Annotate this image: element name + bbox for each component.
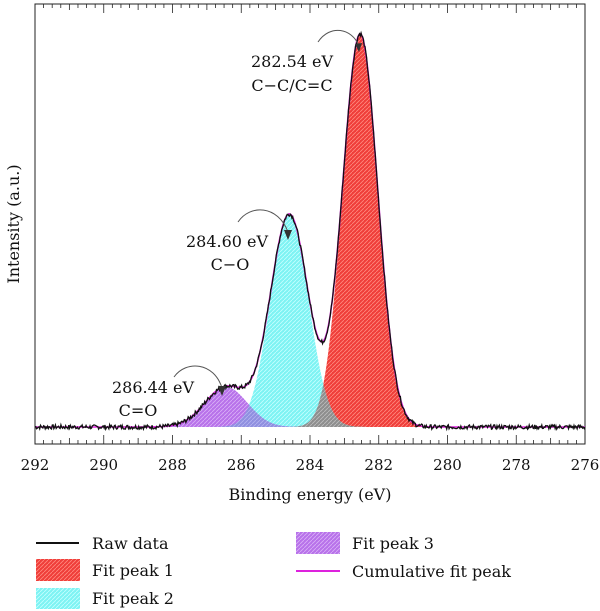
legend-item-fit-peak-3: Fit peak 3 [296, 532, 434, 554]
x-axis-tick-labels: 292 290 288 286 284 282 280 278 276 [21, 456, 600, 474]
x-tick-label: 290 [89, 456, 118, 474]
x-tick-label: 278 [502, 456, 531, 474]
annotation-peak-2-bond: C−O [211, 255, 250, 274]
fit-peak-2-area [35, 214, 585, 427]
legend-label-raw-data: Raw data [92, 534, 169, 553]
fit-areas [35, 33, 585, 428]
legend-swatch-fit-peak-2 [36, 588, 80, 609]
y-axis-title: Intensity (a.u.) [4, 164, 23, 283]
raw-data-line [34, 30, 586, 432]
annotation-peak-2-energy: 284.60 eV [186, 232, 269, 251]
legend: Raw data Fit peak 1 Fit peak 2 Fit peak … [36, 532, 511, 609]
annotation-peak-2-arrowhead [284, 230, 292, 240]
annotation-peak-3: 286.44 eV C=O [112, 365, 226, 420]
x-tick-label: 284 [296, 456, 325, 474]
legend-item-raw-data: Raw data [36, 534, 169, 553]
legend-swatch-fit-peak-3 [296, 532, 340, 554]
x-tick-label: 276 [571, 456, 600, 474]
legend-label-fit-peak-2: Fit peak 2 [92, 589, 174, 608]
legend-label-cumulative-fit-peak: Cumulative fit peak [352, 562, 511, 581]
annotation-peak-2-arrow [237, 209, 289, 233]
annotation-peak-1-energy: 282.54 eV [251, 52, 334, 71]
legend-item-cumulative-fit-peak: Cumulative fit peak [296, 562, 511, 581]
annotation-peak-1-arrow [317, 30, 360, 47]
legend-label-fit-peak-3: Fit peak 3 [352, 534, 434, 553]
annotation-peak-2: 284.60 eV C−O [186, 209, 292, 274]
annotation-peak-1-arrowhead [355, 43, 362, 52]
annotation-peak-1: 282.54 eV C−C/C=C [251, 30, 362, 95]
annotation-peak-1-bond: C−C/C=C [251, 76, 332, 95]
annotation-peak-3-arrow [173, 365, 223, 389]
legend-label-fit-peak-1: Fit peak 1 [92, 561, 174, 580]
x-tick-label: 280 [433, 456, 462, 474]
x-tick-label: 288 [158, 456, 187, 474]
legend-item-fit-peak-1: Fit peak 1 [36, 559, 174, 581]
x-tick-label: 292 [21, 456, 50, 474]
x-axis-ticks [34, 4, 586, 444]
x-tick-label: 282 [364, 456, 393, 474]
x-tick-label: 286 [227, 456, 256, 474]
legend-item-fit-peak-2: Fit peak 2 [36, 588, 174, 609]
annotation-peak-3-arrowhead [218, 386, 226, 396]
legend-swatch-fit-peak-1 [36, 559, 80, 581]
annotation-peak-3-bond: C=O [119, 401, 158, 420]
annotation-peak-3-energy: 286.44 eV [112, 378, 195, 397]
x-axis-title: Binding energy (eV) [229, 485, 392, 504]
